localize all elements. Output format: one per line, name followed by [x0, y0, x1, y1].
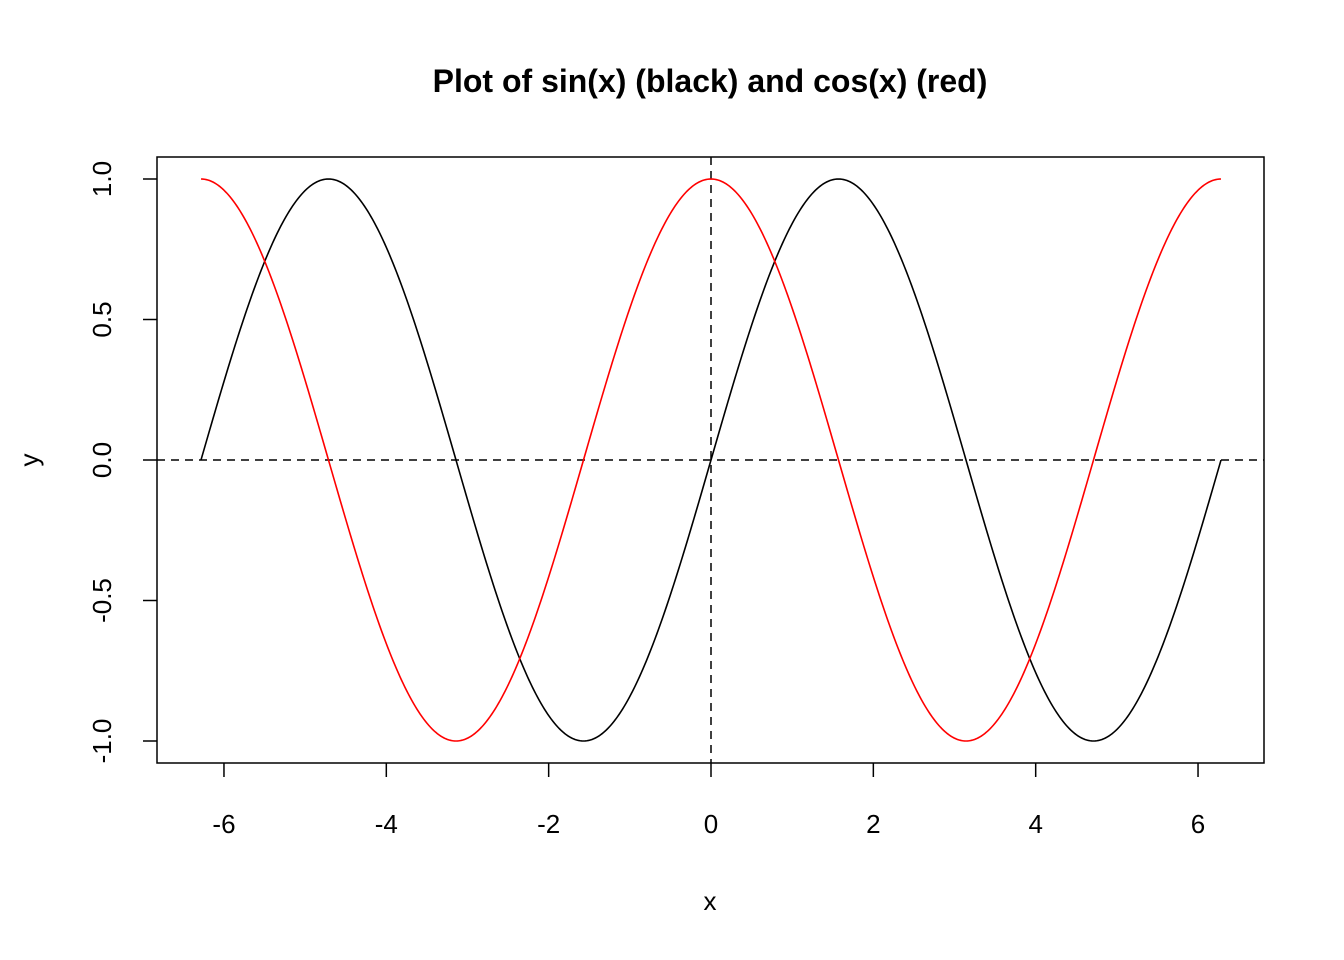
y-axis-label: y: [14, 454, 44, 467]
x-tick-label: 0: [704, 809, 718, 839]
x-tick-label: 2: [866, 809, 880, 839]
cos-line: [200, 178, 1222, 742]
x-axis: -6 -4 -2 0 2 4 6: [212, 763, 1205, 839]
y-tick-label: -0.5: [87, 578, 117, 623]
x-tick-label: -2: [537, 809, 560, 839]
x-tick-label: -6: [212, 809, 235, 839]
y-tick-label: 1.0: [87, 161, 117, 197]
sin-line: [200, 178, 1222, 742]
y-axis: -1.0 -0.5 0.0 0.5 1.0: [87, 161, 157, 763]
x-tick-label: 6: [1191, 809, 1205, 839]
x-axis-label: x: [704, 886, 717, 916]
y-tick-label: -1.0: [87, 719, 117, 764]
y-tick-label: 0.0: [87, 442, 117, 478]
chart-title: Plot of sin(x) (black) and cos(x) (red): [433, 63, 988, 99]
series-lines: [200, 178, 1222, 742]
x-tick-label: 4: [1028, 809, 1042, 839]
x-tick-label: -4: [375, 809, 398, 839]
y-tick-label: 0.5: [87, 301, 117, 337]
